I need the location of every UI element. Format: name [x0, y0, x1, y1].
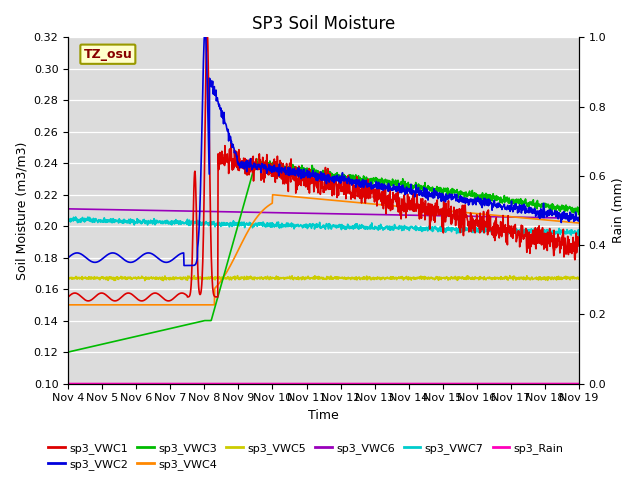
sp3_VWC5	[159, 278, 167, 284]
sp3_VWC7	[64, 218, 72, 224]
sp3_VWC5	[234, 273, 241, 278]
sp3_VWC5	[282, 276, 289, 281]
sp3_Rain	[125, 381, 132, 386]
Line: sp3_VWC7: sp3_VWC7	[68, 217, 579, 236]
sp3_VWC5	[292, 276, 300, 282]
sp3_VWC2	[180, 263, 188, 268]
sp3_Rain	[292, 381, 300, 386]
Title: SP3 Soil Moisture: SP3 Soil Moisture	[252, 15, 395, 33]
sp3_VWC3	[64, 349, 72, 355]
sp3_VWC2	[301, 170, 309, 176]
sp3_VWC5	[356, 275, 364, 280]
sp3_VWC2	[104, 252, 111, 258]
sp3_VWC7	[125, 216, 132, 222]
sp3_VWC7	[301, 224, 309, 230]
sp3_VWC1	[84, 298, 92, 304]
sp3_VWC4	[575, 220, 583, 226]
sp3_VWC2	[575, 216, 583, 222]
sp3_VWC4	[104, 302, 111, 308]
sp3_VWC4	[355, 200, 363, 205]
sp3_VWC5	[301, 275, 309, 280]
sp3_VWC1	[282, 179, 289, 185]
sp3_VWC1	[301, 174, 309, 180]
sp3_VWC1	[292, 167, 300, 172]
Y-axis label: Soil Moisture (m3/m3): Soil Moisture (m3/m3)	[15, 141, 28, 280]
Line: sp3_VWC2: sp3_VWC2	[68, 30, 579, 265]
sp3_VWC3	[575, 210, 583, 216]
sp3_VWC3	[282, 164, 289, 170]
Line: sp3_VWC6: sp3_VWC6	[68, 209, 579, 218]
sp3_VWC1	[125, 290, 132, 296]
sp3_VWC4	[269, 192, 276, 198]
sp3_VWC6	[281, 210, 289, 216]
Text: TZ_osu: TZ_osu	[83, 48, 132, 60]
sp3_VWC2	[125, 259, 132, 265]
sp3_VWC3	[301, 168, 309, 174]
sp3_VWC4	[282, 193, 289, 199]
X-axis label: Time: Time	[308, 409, 339, 422]
sp3_VWC6	[125, 207, 132, 213]
sp3_VWC4	[125, 302, 132, 308]
sp3_VWC7	[355, 224, 363, 230]
sp3_VWC6	[64, 206, 72, 212]
sp3_VWC1	[204, 27, 211, 33]
Line: sp3_VWC3: sp3_VWC3	[68, 159, 579, 352]
sp3_Rain	[355, 381, 363, 386]
sp3_VWC4	[64, 302, 72, 308]
sp3_VWC2	[282, 171, 289, 177]
Legend: sp3_VWC1, sp3_VWC2, sp3_VWC3, sp3_VWC4, sp3_VWC5, sp3_VWC6, sp3_VWC7, sp3_Rain: sp3_VWC1, sp3_VWC2, sp3_VWC3, sp3_VWC4, …	[44, 438, 568, 474]
sp3_VWC6	[301, 210, 308, 216]
sp3_Rain	[104, 381, 111, 386]
sp3_VWC3	[125, 335, 132, 341]
sp3_VWC6	[355, 211, 363, 217]
Line: sp3_VWC4: sp3_VWC4	[68, 195, 579, 305]
sp3_VWC7	[104, 219, 112, 225]
sp3_VWC3	[104, 340, 111, 346]
sp3_VWC6	[104, 207, 111, 213]
sp3_VWC2	[292, 168, 300, 174]
sp3_VWC4	[301, 195, 309, 201]
sp3_VWC3	[292, 167, 300, 172]
sp3_VWC4	[292, 194, 300, 200]
sp3_VWC5	[104, 274, 111, 280]
sp3_VWC6	[575, 216, 583, 221]
sp3_VWC7	[575, 230, 583, 236]
sp3_VWC2	[202, 27, 209, 33]
sp3_Rain	[64, 381, 72, 386]
sp3_VWC5	[64, 276, 72, 282]
sp3_VWC7	[292, 222, 300, 228]
Line: sp3_VWC1: sp3_VWC1	[68, 30, 579, 301]
sp3_VWC7	[72, 214, 79, 220]
sp3_VWC1	[64, 294, 72, 300]
sp3_Rain	[575, 381, 583, 386]
sp3_VWC1	[104, 294, 112, 300]
Y-axis label: Rain (mm): Rain (mm)	[612, 178, 625, 243]
sp3_VWC5	[125, 275, 132, 280]
sp3_VWC3	[355, 176, 363, 182]
sp3_Rain	[301, 381, 308, 386]
sp3_Rain	[281, 381, 289, 386]
sp3_VWC1	[575, 243, 583, 249]
sp3_VWC5	[575, 276, 583, 282]
sp3_VWC2	[64, 255, 72, 261]
sp3_VWC7	[282, 224, 289, 230]
sp3_VWC1	[356, 193, 364, 199]
sp3_VWC6	[292, 210, 300, 216]
Line: sp3_VWC5: sp3_VWC5	[68, 276, 579, 281]
sp3_VWC7	[575, 233, 582, 239]
sp3_VWC3	[253, 156, 260, 162]
sp3_VWC2	[356, 180, 364, 185]
